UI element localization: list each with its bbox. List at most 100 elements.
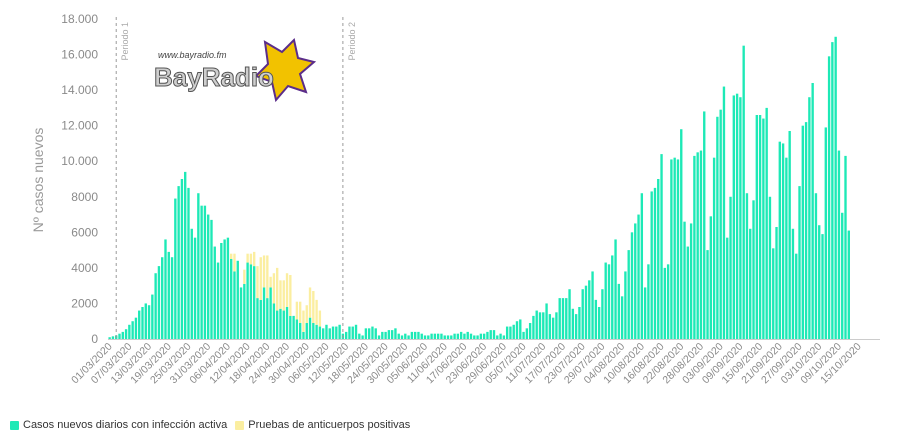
bar-active-cases	[814, 193, 818, 339]
bar-active-cases	[466, 331, 469, 339]
bar-active-cases	[752, 200, 755, 339]
bar-antibody-tests	[279, 280, 282, 309]
bar-active-cases	[703, 111, 706, 339]
bar-active-cases	[492, 330, 496, 339]
y-tick-label: 16.000	[61, 48, 98, 62]
bar-antibody-tests	[253, 251, 256, 267]
bar-active-cases	[476, 335, 479, 339]
bar-active-cases	[712, 157, 716, 339]
bar-active-cases	[512, 324, 515, 339]
y-tick-label: 10.000	[61, 154, 98, 168]
bar-active-cases	[482, 333, 486, 339]
bar-active-cases	[367, 328, 371, 339]
bar-antibody-tests	[233, 253, 236, 272]
bar-active-cases	[407, 335, 410, 339]
bar-active-cases	[505, 326, 509, 339]
bar-antibody-tests	[312, 291, 315, 323]
bar-active-cases	[128, 324, 131, 339]
bar-active-cases	[683, 221, 686, 339]
bar-active-cases	[670, 159, 673, 339]
bar-active-cases	[808, 97, 811, 339]
bar-antibody-tests	[282, 280, 285, 311]
bar-active-cases	[538, 312, 542, 339]
bar-antibody-tests	[289, 275, 292, 316]
bar-antibody-tests	[243, 269, 246, 284]
legend-label-antibody: Pruebas de anticuerpos positivas	[248, 419, 411, 431]
bar-active-cases	[394, 328, 397, 339]
bar-active-cases	[627, 250, 630, 339]
bar-active-cases	[200, 205, 203, 339]
bar-active-cases	[584, 285, 588, 339]
bar-antibody-tests	[302, 310, 305, 332]
bar-active-cases	[561, 298, 565, 339]
bar-active-cases	[423, 335, 427, 339]
bar-active-cases	[295, 319, 299, 339]
bar-active-cases	[673, 157, 676, 339]
bar-active-cases	[594, 299, 598, 339]
bar-active-cases	[377, 335, 381, 339]
bar-active-cases	[847, 230, 850, 339]
bar-active-cases	[709, 216, 712, 339]
bar-active-cases	[522, 331, 525, 339]
bar-active-cases	[446, 335, 450, 339]
bar-active-cases	[597, 307, 601, 339]
y-tick-label: 14.000	[61, 83, 98, 97]
bar-active-cases	[657, 179, 660, 339]
period-markers: Periodo 1 Periodo 2	[115, 17, 357, 339]
bar-active-cases	[456, 333, 460, 339]
bar-active-cases	[256, 298, 259, 339]
bar-active-cases	[239, 287, 243, 339]
bar-active-cases	[223, 239, 226, 339]
bar-active-cases	[834, 36, 837, 339]
bar-active-cases	[381, 331, 384, 339]
bar-active-cases	[384, 331, 387, 339]
bar-active-cases	[775, 227, 778, 339]
bar-active-cases	[555, 312, 558, 339]
bar-active-cases	[578, 307, 581, 339]
bar-antibody-tests	[266, 255, 269, 299]
bar-antibody-tests	[272, 273, 276, 304]
bar-active-cases	[824, 127, 827, 339]
bar-active-cases	[404, 333, 407, 339]
bar-active-cases	[515, 321, 519, 339]
bar-active-cases	[177, 186, 180, 339]
bar-series	[108, 36, 850, 340]
bar-active-cases	[676, 159, 680, 339]
bar-active-cases	[226, 237, 230, 339]
bar-active-cases	[348, 326, 351, 339]
bar-antibody-tests	[256, 266, 259, 299]
bar-active-cases	[528, 323, 532, 339]
bar-active-cases	[798, 186, 801, 339]
bar-active-cases	[121, 331, 124, 339]
bar-active-cases	[604, 262, 607, 339]
bar-active-cases	[535, 310, 538, 339]
bar-active-cases	[588, 280, 591, 339]
bar-active-cases	[634, 223, 637, 339]
bar-active-cases	[624, 271, 627, 339]
bar-active-cases	[469, 333, 473, 339]
bar-active-cases	[804, 122, 808, 339]
bar-active-cases	[246, 262, 249, 339]
bar-active-cases	[351, 326, 354, 339]
bar-active-cases	[509, 326, 512, 339]
bar-active-cases	[716, 116, 719, 339]
bar-active-cases	[571, 308, 575, 339]
bar-active-cases	[502, 335, 506, 339]
bar-active-cases	[318, 326, 322, 339]
bar-active-cases	[795, 253, 798, 339]
bar-active-cases	[525, 328, 529, 339]
bar-active-cases	[266, 298, 269, 339]
y-tick-label: 18.000	[61, 12, 98, 26]
bar-active-cases	[338, 324, 341, 339]
legend-swatch-active	[10, 420, 19, 430]
bar-active-cases	[325, 324, 328, 339]
bar-active-cases	[722, 86, 726, 339]
bar-active-cases	[144, 303, 147, 339]
bar-active-cases	[532, 315, 535, 339]
bar-antibody-tests	[285, 273, 289, 307]
bar-active-cases	[390, 330, 394, 339]
bar-active-cases	[420, 333, 423, 339]
bar-active-cases	[519, 319, 522, 339]
bar-active-cases	[151, 294, 154, 339]
bar-active-cases	[801, 125, 804, 339]
